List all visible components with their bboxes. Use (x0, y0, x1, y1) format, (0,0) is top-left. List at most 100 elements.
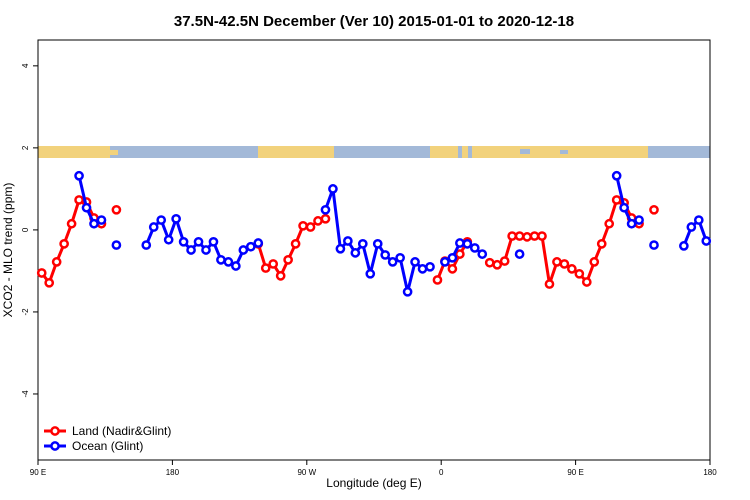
data-point (455, 238, 465, 248)
x-axis-label: Longitude (deg E) (326, 476, 421, 490)
data-point (111, 240, 122, 250)
data-point (216, 254, 226, 265)
data-point (372, 238, 383, 249)
data-point (596, 238, 607, 249)
data-point (328, 184, 338, 194)
data-point (604, 218, 615, 229)
data-point (290, 238, 301, 249)
data-point (253, 238, 264, 248)
y-tick-label: 2 (21, 145, 30, 150)
data-point (208, 236, 219, 247)
y-tick-label: -2 (21, 308, 30, 316)
x-tick-label: 90 E (567, 468, 583, 477)
data-point (51, 257, 62, 267)
x-tick-label: 90 W (297, 468, 316, 477)
data-point (275, 270, 286, 281)
data-point (320, 213, 331, 224)
data-point (350, 248, 361, 258)
data-point (36, 268, 47, 278)
x-tick-label: 180 (703, 468, 717, 477)
y-tick-label: -4 (21, 390, 30, 398)
data-point (469, 243, 480, 253)
data-point (581, 277, 592, 287)
x-tick-label: 90 E (30, 468, 46, 477)
data-point (514, 249, 525, 259)
y-tick-label: 4 (21, 63, 30, 68)
data-point (96, 215, 107, 225)
legend-marker (50, 441, 60, 451)
data-point (455, 249, 465, 259)
data-point (649, 204, 659, 215)
data-point (492, 259, 503, 270)
data-point (298, 220, 308, 231)
data-point (178, 236, 189, 247)
data-point (111, 204, 122, 215)
legend-marker (50, 426, 60, 436)
data-point (589, 257, 600, 267)
data-point (148, 222, 159, 232)
data-point (649, 240, 659, 250)
data-point (552, 257, 562, 267)
data-point (477, 249, 488, 259)
chart-title: 37.5N-42.5N December (Ver 10) 2015-01-01… (174, 13, 574, 30)
legend-label: Ocean (Glint) (72, 439, 143, 453)
data-point (522, 232, 532, 242)
data-point (66, 218, 77, 229)
data-point (141, 240, 152, 250)
data-point (626, 218, 637, 229)
data-point (574, 268, 585, 279)
data-point (686, 222, 697, 232)
data-point (59, 238, 69, 249)
data-point (268, 259, 279, 269)
data-point (410, 257, 420, 267)
data-point (74, 170, 84, 181)
data-point (425, 261, 435, 272)
data-point (559, 259, 570, 269)
data-point (193, 236, 204, 247)
data-point (380, 250, 391, 260)
data-point (260, 263, 271, 273)
data-point (320, 204, 331, 215)
data-point (163, 234, 174, 245)
data-point (432, 275, 443, 285)
data-point (238, 245, 249, 255)
data-point (89, 218, 99, 229)
legend-label: Land (Nadir&Glint) (72, 424, 171, 438)
series-line (77, 175, 708, 293)
data-point (514, 231, 525, 241)
data-point (44, 277, 55, 288)
data-point (529, 231, 540, 241)
data-point (402, 286, 413, 297)
data-point (611, 195, 622, 205)
data-point (245, 241, 256, 252)
y-tick-label: 0 (21, 227, 30, 232)
data-point (186, 245, 196, 255)
data-point (305, 222, 316, 232)
data-point (693, 215, 704, 225)
data-point (679, 241, 689, 251)
data-point (171, 213, 181, 224)
data-point (611, 170, 622, 181)
data-point (387, 257, 398, 267)
data-point (447, 252, 458, 263)
data-point (395, 252, 405, 263)
data-point (283, 254, 293, 265)
data-point (231, 261, 241, 271)
data-point (634, 215, 644, 225)
data-point (201, 245, 211, 255)
x-tick-label: 180 (166, 468, 180, 477)
data-point (507, 231, 517, 241)
data-point (440, 257, 450, 267)
data-point (537, 231, 547, 241)
data-point (701, 236, 712, 246)
data-point (313, 216, 323, 226)
data-point (619, 202, 629, 213)
data-point (417, 264, 428, 274)
data-point (343, 236, 353, 246)
x-tick-label: 0 (439, 468, 444, 477)
map-band (38, 146, 710, 158)
data-point (567, 264, 577, 274)
data-point (484, 257, 495, 268)
y-axis-label: XCO2 - MLO trend (ppm) (1, 183, 15, 318)
